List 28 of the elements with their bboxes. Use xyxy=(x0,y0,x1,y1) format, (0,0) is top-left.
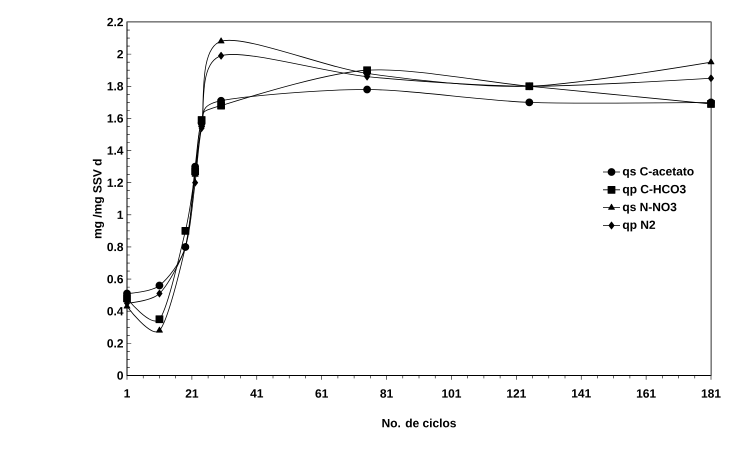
x-tick-label: 1 xyxy=(124,389,130,398)
y-tick-label: 1.6 xyxy=(108,114,124,123)
x-tick-label: 181 xyxy=(702,389,721,398)
x-tick-label: 161 xyxy=(636,389,656,398)
y-axis-title: mg /mg SSV d xyxy=(92,159,104,238)
y-tick-label: 0.4 xyxy=(107,307,124,316)
x-tick-label: 21 xyxy=(186,389,198,398)
x-tick-label: 101 xyxy=(442,389,462,398)
y-tick-label: 1 xyxy=(118,210,124,219)
y-tick-label: 0.2 xyxy=(107,339,124,348)
x-axis-title: No. de ciclos xyxy=(382,418,456,428)
legend-label: qs N-NO3 xyxy=(622,202,676,214)
y-tick-label: 1.4 xyxy=(108,146,124,155)
y-tick-label: 1.8 xyxy=(108,82,124,90)
x-tick-label: 141 xyxy=(572,389,591,398)
x-tick-label: 81 xyxy=(380,389,393,398)
y-tick-label: 0 xyxy=(117,371,123,380)
y-tick-label: 0.8 xyxy=(107,242,124,252)
y-tick-label: 2.2 xyxy=(107,18,124,26)
legend-label: qs C-acetato xyxy=(622,167,694,178)
y-tick-label: 0.6 xyxy=(107,274,124,284)
x-tick-label: 41 xyxy=(250,389,264,398)
y-tick-label: 1.2 xyxy=(108,178,124,187)
legend-label: qp N2 xyxy=(622,220,656,232)
x-tick-label: 121 xyxy=(507,389,526,398)
x-tick-label: 61 xyxy=(315,389,328,398)
y-tick-label: 2 xyxy=(117,50,124,58)
legend-label: qp C-HCO3 xyxy=(622,184,686,196)
